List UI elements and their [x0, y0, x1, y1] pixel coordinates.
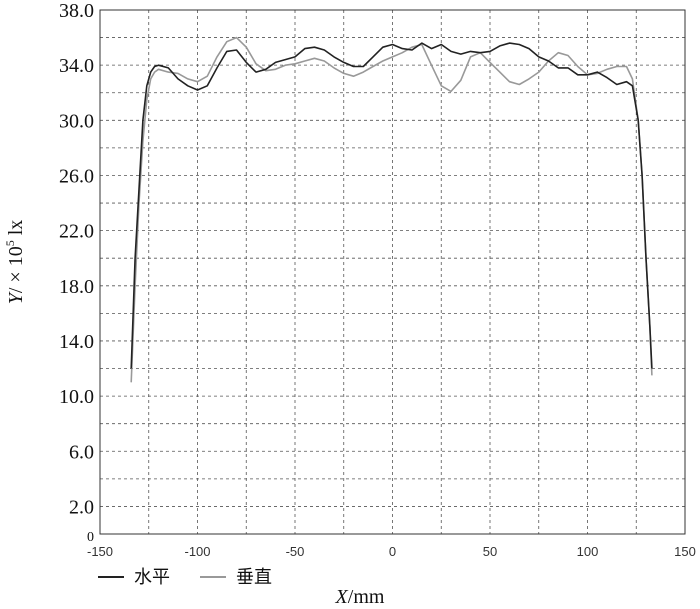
y-tick-label: 10.0	[59, 386, 94, 408]
y-axis-label-unit: / × 10	[5, 246, 27, 293]
y-tick-label: 2.0	[69, 496, 94, 518]
y-axis-label-unit-lx: lx	[5, 220, 27, 241]
y-tick-label: 30.0	[59, 110, 94, 132]
y-tick-labels: 0 2.0 6.0 10.0 14.0 18.0 22.0 26.0 30.0 34.0 38.0	[59, 0, 94, 545]
y-tick-label: 22.0	[59, 221, 94, 243]
x-tick-label: 0	[389, 544, 396, 559]
legend-label-horizontal: 水平	[134, 567, 170, 587]
x-tick-label: 50	[483, 544, 497, 559]
series-group	[130, 36, 653, 383]
x-tick-label: -150	[87, 544, 113, 559]
series-line-horizontal	[130, 42, 653, 369]
x-axis-label-var: X	[335, 586, 349, 608]
y-tick-label: 26.0	[59, 165, 94, 187]
y-axis-label-var: Y	[5, 291, 27, 304]
y-tick-label: 14.0	[59, 331, 94, 353]
y-tick-label: 6.0	[69, 441, 94, 463]
x-tick-label: 150	[674, 544, 696, 559]
series-line-vertical	[130, 36, 653, 383]
y-axis-label: Y/ × 105 lx	[3, 220, 27, 305]
y-tick-label: 34.0	[59, 55, 94, 77]
legend: 水平 垂直	[98, 567, 272, 587]
y-axis-label-exponent: 5	[3, 240, 17, 246]
y-tick-label: 18.0	[59, 276, 94, 298]
grid	[99, 9, 686, 535]
x-axis-label-unit: /mm	[348, 586, 385, 608]
x-tick-labels: -150 -100 -50 0 50 100 150	[87, 544, 696, 559]
x-tick-label: -100	[184, 544, 210, 559]
plot-frame	[99, 9, 686, 535]
y-tick-label: 0	[87, 530, 94, 545]
y-tick-label: 38.0	[59, 0, 94, 22]
legend-label-vertical: 垂直	[236, 567, 272, 587]
x-tick-label: 100	[577, 544, 599, 559]
x-axis-label: X/mm	[335, 586, 385, 608]
x-tick-label: -50	[286, 544, 305, 559]
